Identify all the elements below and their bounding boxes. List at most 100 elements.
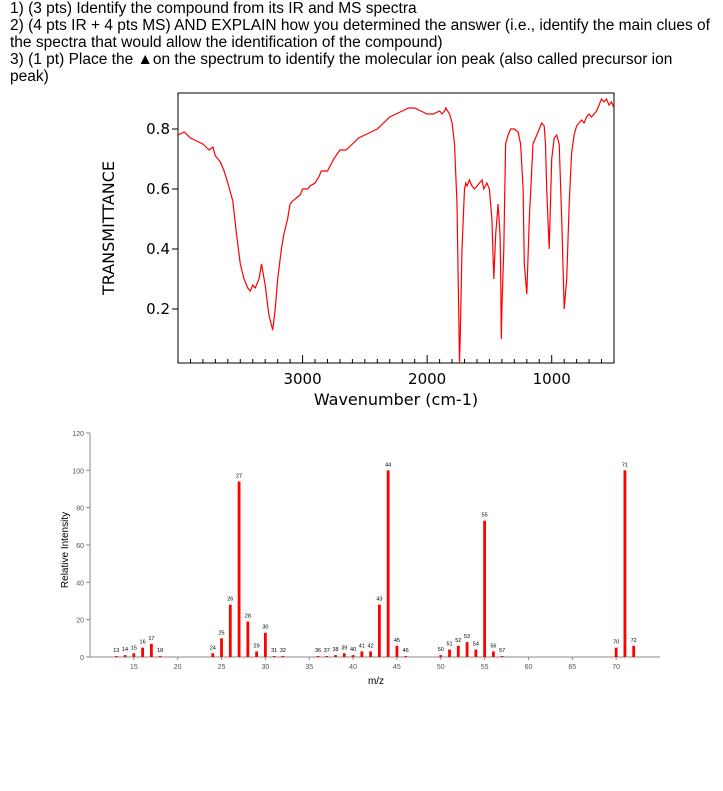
question-text: 1) (3 pts) Identify the compound from it… [10, 0, 715, 85]
ms-peak-label: 70 [613, 640, 619, 646]
ms-x-axis-label: m/z [368, 676, 384, 687]
ms-peak-bar [456, 645, 460, 657]
ms-x-tick-label: 15 [130, 664, 138, 671]
ms-peak-bar [211, 653, 215, 657]
ir-y-tick-label: 0.8 [146, 120, 170, 138]
ms-peak-bar [334, 655, 337, 657]
ms-y-tick-label: 80 [76, 506, 84, 513]
ms-peak-label: 54 [473, 642, 479, 648]
ms-x-tick-label: 35 [305, 664, 313, 671]
ir-x-tick-group: 3000 2000 1000 [177, 355, 615, 388]
ms-peak-bar [123, 655, 127, 657]
ms-tick-group: 0 20 40 60 80 100 120 15 20 25 30 35 40 45 50 55 60 65 70 [72, 431, 620, 671]
ms-peak-label: 29 [254, 643, 260, 649]
ms-peak-label: 28 [245, 614, 251, 620]
ms-peak-bar [404, 656, 408, 657]
ms-y-tick-label: 40 [76, 580, 84, 587]
ir-y-tick-group: 0.2 0.4 0.6 0.8 [146, 120, 178, 318]
ms-peak-bar [220, 638, 223, 657]
ms-peak-label: 45 [394, 638, 400, 644]
ms-peak-bar [395, 645, 399, 657]
ms-peak-label: 30 [262, 625, 268, 631]
ms-peak-bar [623, 470, 627, 657]
ms-x-tick-label: 45 [393, 664, 401, 671]
ms-peak-bar [237, 481, 241, 657]
ms-peak-bar [255, 651, 259, 657]
ir-y-tick-label: 0.6 [146, 180, 170, 198]
ms-peak-bar [246, 621, 250, 657]
ms-peak-label: 17 [148, 636, 154, 642]
ms-peak-bar [439, 655, 443, 657]
ms-peak-bar [360, 651, 364, 657]
ms-peak-bar [281, 656, 285, 657]
ms-peak-label: 36 [315, 648, 321, 654]
ms-peak-bar [351, 655, 355, 657]
ms-peak-bar [228, 604, 232, 657]
ms-peak-label: 18 [157, 648, 163, 654]
ms-x-tick-label: 30 [261, 664, 269, 671]
ms-peak-label: 37 [324, 648, 330, 654]
ms-y-tick-label: 20 [76, 618, 84, 625]
ms-peak-bar [316, 656, 320, 657]
ms-x-tick-label: 40 [349, 664, 357, 671]
ms-peak-label: 50 [438, 647, 444, 653]
ms-peak-label: 26 [227, 597, 233, 603]
ms-peak-bar [263, 632, 267, 657]
ms-x-tick-label: 25 [218, 664, 226, 671]
ir-x-tick-label: 1000 [533, 370, 571, 388]
ms-peak-label: 15 [131, 645, 137, 651]
ir-y-axis-label: TRANSMITTANCE [99, 161, 118, 296]
ms-y-tick-label: 120 [72, 431, 84, 438]
ms-peak-label: 27 [236, 474, 242, 480]
ms-peak-bar [386, 470, 390, 657]
ms-peak-label: 44 [385, 462, 391, 468]
ms-x-tick-label: 20 [174, 664, 182, 671]
ms-peak-bar [632, 645, 636, 657]
ms-peak-label: 53 [464, 634, 470, 640]
ms-peak-label: 40 [350, 647, 356, 653]
ms-peak-label: 71 [622, 462, 628, 468]
ms-peak-label: 46 [403, 648, 409, 654]
ms-peak-label: 14 [122, 647, 128, 653]
ms-peak-bar [465, 642, 469, 657]
ms-x-tick-label: 55 [481, 664, 489, 671]
question-1: 1) (3 pts) Identify the compound from it… [10, 0, 417, 17]
ir-series-line [177, 97, 615, 364]
ms-peak-label: 25 [218, 630, 224, 636]
ms-peak-label: 56 [490, 643, 496, 649]
ms-peak-label: 43 [376, 597, 382, 603]
ms-y-tick-label: 100 [72, 468, 84, 475]
ms-peak-bar [377, 604, 381, 657]
ms-peak-label: 38 [332, 647, 338, 653]
ir-spectrum-chart: 3000 2000 1000 0.2 0.4 0.6 0.8 Wavenumber (cm… [99, 92, 615, 409]
ms-peak-bar [141, 647, 145, 657]
ms-y-tick-label: 60 [76, 543, 84, 550]
ms-peak-bar [342, 653, 346, 657]
ms-peak-label: 55 [482, 513, 488, 519]
question-2: 2) (4 pts IR + 4 pts MS) AND EXPLAIN how… [10, 17, 710, 51]
ms-peak-label: 31 [271, 648, 277, 654]
ms-peak-bar [483, 520, 487, 657]
question-3: 3) (1 pt) Place the ▲on the spectrum to … [10, 51, 673, 85]
ms-peak-bar [114, 656, 118, 657]
ir-x-axis-label: Wavenumber (cm-1) [314, 390, 478, 409]
ms-peak-label: 57 [499, 648, 505, 654]
ms-peak-label: 72 [631, 638, 637, 644]
ms-peak-bar [500, 656, 504, 657]
ms-peak-bar [272, 656, 276, 657]
ms-x-tick-label: 65 [568, 664, 576, 671]
ms-peak-bar [491, 651, 495, 657]
ms-peak-bar [325, 656, 329, 657]
ms-peak-bar [369, 651, 373, 657]
ms-x-tick-label: 60 [525, 664, 533, 671]
ir-plot-frame [177, 92, 615, 364]
ms-peak-label: 32 [280, 648, 286, 654]
ms-peak-label: 41 [359, 643, 365, 649]
ms-peak-label: 52 [455, 638, 461, 644]
ms-peak-label: 24 [210, 645, 216, 651]
ir-x-tick-label: 2000 [408, 370, 446, 388]
ms-peak-label: 39 [341, 645, 347, 651]
ms-x-tick-label: 50 [437, 664, 445, 671]
